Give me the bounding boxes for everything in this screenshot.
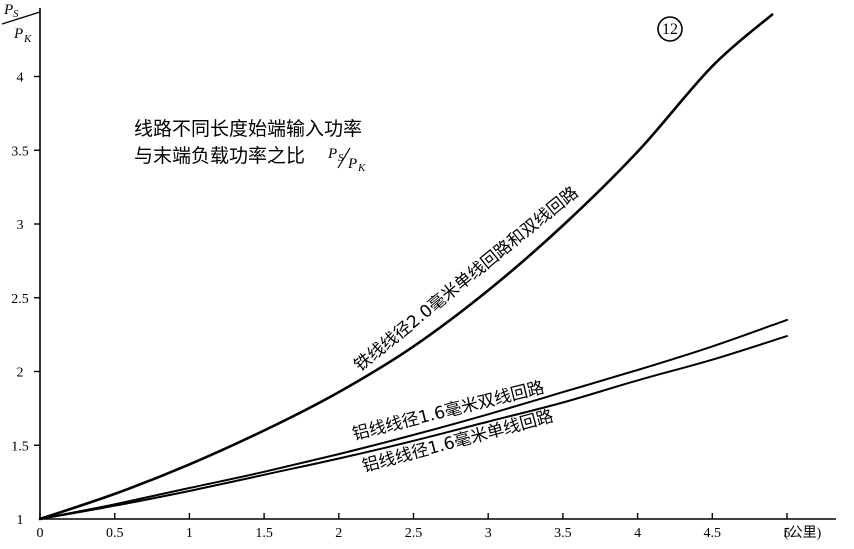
badge-number: 12: [662, 21, 678, 38]
title-ratio-den-sub: K: [357, 162, 366, 174]
x-axis-ticks: 0 0.5 1 1.5 2 2.5 3 3.5 4 4.5 5: [37, 513, 791, 541]
y-tick-label: 2: [17, 366, 24, 381]
x-tick-label: 4: [634, 526, 641, 541]
title-ratio-num: P: [327, 146, 337, 162]
series-line-1: [39, 318, 788, 520]
title-line-1: 线路不同长度始端输入功率: [134, 118, 362, 140]
title-line-2: 与末端负载功率之比: [134, 145, 305, 167]
x-tick-label: 4.5: [704, 526, 722, 541]
title-ratio-slash: [337, 147, 351, 169]
y-label-num: P: [3, 2, 13, 18]
figure-number-badge: 12: [657, 16, 683, 42]
x-tick-label: 2.5: [405, 526, 423, 541]
x-tick-label: 0: [37, 526, 44, 541]
y-tick-label: 4: [17, 71, 24, 86]
y-tick-label: 3.5: [11, 144, 29, 159]
x-tick-label: 5: [784, 526, 791, 541]
x-axis-label: (公里): [784, 526, 822, 541]
x-tick-label: 3.5: [554, 526, 572, 541]
series-line-2: [39, 335, 788, 520]
x-tick-label: 0.5: [106, 526, 124, 541]
title-ratio-num-sub: S: [338, 152, 344, 164]
y-axis-ticks: 1 1.5 2 2.5 3 3.5 4: [11, 71, 40, 528]
y-tick-label: 1.5: [11, 439, 29, 454]
series-group: [38, 13, 788, 521]
y-tick-label: 2.5: [11, 292, 29, 307]
x-tick-label: 1: [186, 526, 193, 541]
chart-title: 线路不同长度始端输入功率 与末端负载功率之比 P S P K: [134, 118, 366, 174]
y-label-den-sub: K: [23, 33, 32, 45]
y-label-num-sub: S: [13, 8, 19, 20]
badge-circle: [657, 16, 683, 42]
x-tick-label: 1.5: [255, 526, 273, 541]
y-tick-label: 1: [17, 513, 24, 528]
series-line-0: [38, 13, 774, 521]
y-tick-label: 3: [17, 218, 24, 233]
y-label-den: P: [13, 26, 23, 42]
series-label-iron-2.0: 铁线线径2.0毫米单线回路和双线回路: [351, 183, 583, 376]
title-ratio-den: P: [347, 156, 357, 172]
y-axis-label: P S P K: [1, 2, 41, 45]
x-tick-label: 3: [485, 526, 492, 541]
y-label-slash: [1, 11, 41, 25]
x-tick-label: 2: [335, 526, 342, 541]
